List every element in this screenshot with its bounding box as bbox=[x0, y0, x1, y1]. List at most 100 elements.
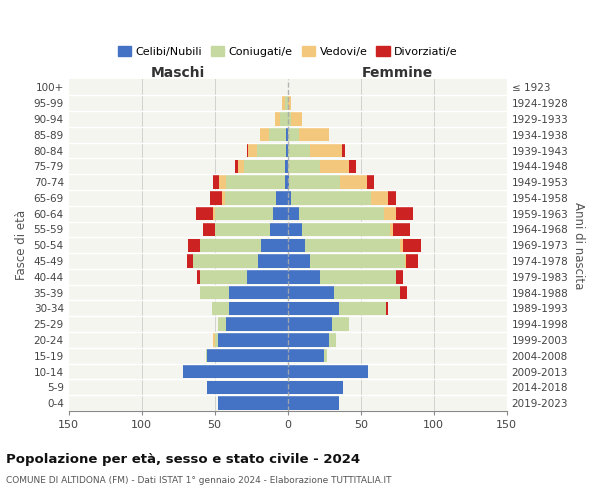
Bar bbox=[273, 207, 287, 220]
Bar bbox=[340, 176, 367, 189]
Bar bbox=[275, 112, 280, 126]
Bar bbox=[235, 160, 238, 173]
Bar bbox=[320, 160, 349, 173]
Bar bbox=[213, 207, 215, 220]
Text: COMUNE DI ALTIDONA (FM) - Dati ISTAT 1° gennaio 2024 - Elaborazione TUTTITALIA.I: COMUNE DI ALTIDONA (FM) - Dati ISTAT 1° … bbox=[6, 476, 392, 485]
Bar bbox=[290, 191, 371, 204]
Bar bbox=[197, 270, 200, 283]
Bar bbox=[218, 333, 287, 346]
Legend: Celibi/Nubili, Coniugati/e, Vedovi/e, Divorziati/e: Celibi/Nubili, Coniugati/e, Vedovi/e, Di… bbox=[113, 42, 462, 62]
Bar bbox=[276, 191, 287, 204]
Bar bbox=[287, 176, 289, 189]
Bar bbox=[310, 144, 342, 157]
Bar bbox=[222, 191, 225, 204]
Bar bbox=[219, 176, 226, 189]
Bar bbox=[215, 207, 273, 220]
Bar bbox=[384, 207, 396, 220]
Bar bbox=[403, 238, 421, 252]
Bar bbox=[200, 238, 262, 252]
Bar bbox=[260, 128, 269, 141]
Bar bbox=[287, 302, 339, 315]
Bar bbox=[287, 96, 290, 110]
Bar bbox=[396, 207, 413, 220]
Bar bbox=[206, 349, 208, 362]
Bar bbox=[334, 286, 400, 300]
Bar bbox=[386, 302, 388, 315]
Text: Maschi: Maschi bbox=[151, 66, 205, 80]
Bar bbox=[187, 254, 193, 268]
Bar bbox=[305, 238, 400, 252]
Bar bbox=[262, 238, 287, 252]
Bar bbox=[367, 176, 374, 189]
Bar bbox=[287, 286, 334, 300]
Bar bbox=[285, 160, 287, 173]
Bar bbox=[208, 380, 287, 394]
Bar bbox=[244, 160, 285, 173]
Bar bbox=[404, 254, 406, 268]
Bar bbox=[280, 112, 287, 126]
Bar bbox=[182, 365, 287, 378]
Bar bbox=[287, 349, 324, 362]
Bar bbox=[200, 286, 229, 300]
Bar bbox=[208, 349, 287, 362]
Bar bbox=[285, 96, 287, 110]
Bar bbox=[213, 333, 215, 346]
Bar bbox=[257, 144, 286, 157]
Bar bbox=[287, 333, 329, 346]
Bar bbox=[342, 144, 344, 157]
Bar bbox=[310, 254, 404, 268]
Bar bbox=[282, 96, 285, 110]
Bar bbox=[226, 318, 287, 331]
Bar bbox=[290, 112, 302, 126]
Bar bbox=[324, 349, 327, 362]
Bar bbox=[248, 144, 257, 157]
Bar bbox=[287, 365, 368, 378]
Bar bbox=[247, 144, 248, 157]
Bar bbox=[400, 286, 407, 300]
Bar bbox=[390, 222, 393, 236]
Bar bbox=[196, 207, 213, 220]
Bar bbox=[396, 270, 403, 283]
Bar bbox=[213, 176, 219, 189]
Bar bbox=[339, 302, 386, 315]
Bar bbox=[287, 380, 343, 394]
Bar bbox=[349, 160, 356, 173]
Bar bbox=[299, 207, 384, 220]
Bar bbox=[247, 270, 287, 283]
Bar bbox=[200, 270, 247, 283]
Y-axis label: Fasce di età: Fasce di età bbox=[15, 210, 28, 280]
Text: Femmine: Femmine bbox=[362, 66, 433, 80]
Bar bbox=[218, 318, 226, 331]
Bar bbox=[287, 270, 320, 283]
Bar bbox=[320, 270, 396, 283]
Bar bbox=[287, 254, 310, 268]
Bar bbox=[388, 191, 396, 204]
Bar bbox=[287, 112, 290, 126]
Y-axis label: Anni di nascita: Anni di nascita bbox=[572, 202, 585, 289]
Bar bbox=[287, 396, 339, 410]
Bar bbox=[269, 128, 286, 141]
Bar bbox=[287, 160, 320, 173]
Bar bbox=[371, 191, 388, 204]
Bar bbox=[218, 396, 287, 410]
Bar bbox=[226, 176, 285, 189]
Bar bbox=[193, 254, 259, 268]
Bar bbox=[329, 333, 336, 346]
Bar bbox=[211, 191, 222, 204]
Bar bbox=[287, 238, 305, 252]
Bar bbox=[287, 207, 299, 220]
Bar bbox=[286, 144, 287, 157]
Bar bbox=[287, 128, 299, 141]
Bar bbox=[229, 302, 287, 315]
Bar bbox=[188, 238, 200, 252]
Bar bbox=[406, 254, 418, 268]
Bar bbox=[225, 191, 276, 204]
Bar bbox=[229, 286, 287, 300]
Bar bbox=[400, 238, 403, 252]
Bar bbox=[302, 222, 390, 236]
Bar bbox=[287, 191, 290, 204]
Bar bbox=[286, 128, 287, 141]
Bar bbox=[287, 144, 310, 157]
Bar bbox=[215, 333, 218, 346]
Bar bbox=[287, 222, 302, 236]
